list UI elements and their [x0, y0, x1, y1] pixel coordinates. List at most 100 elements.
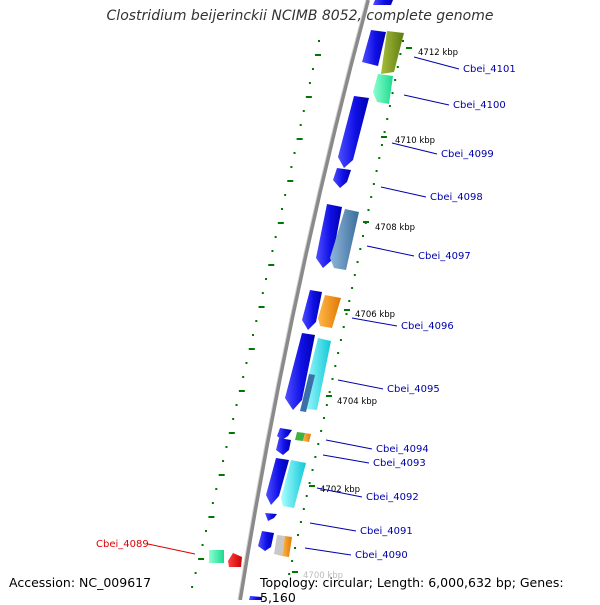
cds-arrow[interactable]	[266, 458, 289, 505]
cds-block[interactable]	[209, 550, 224, 563]
track-dot	[314, 54, 321, 56]
gene-label[interactable]: Cbei_4090	[355, 550, 408, 561]
gene-labels: Cbei_4101 Cbei_4100 Cbei_4099 Cbei_4098 Cbei…	[96, 56, 516, 561]
gene-label[interactable]: Cbei_4094	[376, 444, 429, 455]
cds-arrow[interactable]	[333, 168, 351, 188]
outer-dotted-track	[191, 40, 321, 588]
gene-label[interactable]: Cbei_4100	[453, 100, 506, 111]
coordinate-ticks: 4712 kbp 4710 kbp 4708 kbp 4706 kbp 4704 kbp…	[292, 47, 458, 581]
gene-label[interactable]: Cbei_4101	[463, 64, 516, 75]
track-dot	[308, 82, 311, 84]
track-dot	[296, 138, 303, 140]
track-dot	[242, 376, 245, 378]
cds-arrow[interactable]	[258, 531, 274, 551]
cds-arrow[interactable]	[362, 30, 386, 66]
track-dot	[191, 586, 194, 588]
cds-arrow[interactable]	[318, 295, 341, 328]
cds-arrow[interactable]	[381, 31, 404, 74]
gene-label[interactable]: Cbei_4099	[441, 149, 494, 160]
leader-line	[413, 56, 460, 70]
tick-label: 4712 kbp	[418, 48, 458, 58]
track-dot	[218, 474, 225, 476]
cds-arrow[interactable]	[281, 460, 306, 508]
cds-arrow[interactable]	[276, 438, 291, 455]
reverse-strand-genes	[274, 31, 404, 557]
gene-label[interactable]: Cbei_4097	[418, 251, 471, 262]
cds-arrow[interactable]	[302, 290, 322, 330]
track-dot	[311, 68, 314, 70]
track-dot	[328, 391, 331, 393]
cds-arrow[interactable]	[285, 333, 315, 410]
genome-backbone-highlight	[237, 0, 367, 600]
cds-arrow[interactable]	[373, 74, 393, 104]
cds-arrow[interactable]	[300, 374, 315, 412]
track-dot	[285, 586, 288, 588]
leader-line	[337, 379, 384, 390]
cds-arrow[interactable]	[330, 209, 359, 270]
track-dot	[215, 488, 218, 490]
gene-label[interactable]: Cbei_4092	[366, 492, 419, 503]
track-dot	[252, 334, 255, 336]
cds-arrow[interactable]	[265, 513, 277, 521]
track-dot	[317, 443, 320, 445]
tick-label: 4704 kbp	[337, 397, 377, 407]
track-dot	[287, 180, 294, 182]
cds-arrow[interactable]	[274, 535, 285, 556]
cds-arrow[interactable]	[373, 0, 393, 5]
track-dot	[325, 404, 328, 406]
track-dot	[318, 40, 320, 42]
track-dot	[331, 378, 334, 380]
track-dot	[353, 274, 356, 276]
track-dot	[261, 292, 264, 294]
gene-label[interactable]: Cbei_4098	[430, 192, 483, 203]
track-dot	[380, 144, 383, 146]
highlighted-gene-group	[209, 550, 242, 567]
track-dot	[308, 482, 311, 484]
track-dot	[201, 544, 204, 546]
track-dot	[284, 194, 287, 196]
cds-arrow[interactable]	[303, 433, 311, 442]
track-dot	[334, 365, 337, 367]
gene-label[interactable]: Cbei_4089	[96, 539, 149, 550]
gene-label[interactable]: Cbei_4095	[387, 384, 440, 395]
cds-arrow[interactable]	[295, 432, 305, 441]
track-dot	[245, 362, 248, 364]
track-dot	[367, 209, 370, 211]
cds-arrow[interactable]	[277, 428, 292, 440]
track-dot	[372, 183, 375, 185]
gene-label[interactable]: Cbei_4093	[373, 458, 426, 469]
track-dot	[255, 320, 258, 322]
track-dot	[194, 572, 197, 574]
leader-line	[304, 547, 352, 556]
leader-line	[325, 439, 373, 450]
track-dot	[378, 157, 381, 159]
leader-line	[147, 543, 196, 555]
track-dot	[225, 446, 228, 448]
track-dot	[204, 530, 207, 532]
track-dot	[388, 105, 391, 107]
track-dot	[314, 456, 317, 458]
track-dot	[302, 508, 305, 510]
track-dot	[222, 460, 225, 462]
track-dot	[337, 352, 340, 354]
cds-arrow[interactable]	[228, 553, 242, 567]
gene-label[interactable]: Cbei_4091	[360, 526, 413, 537]
cds-arrow[interactable]	[338, 96, 369, 168]
gene-label[interactable]: Cbei_4096	[401, 321, 454, 332]
leader-line	[351, 317, 398, 327]
track-dot	[348, 300, 351, 302]
cds-arrow[interactable]	[316, 204, 342, 268]
leader-line	[391, 142, 438, 155]
track-dot	[208, 516, 215, 518]
cds-arrow[interactable]	[249, 596, 262, 600]
forward-strand-genes	[249, 0, 393, 600]
cds-arrow[interactable]	[282, 536, 292, 557]
track-dot	[394, 79, 397, 81]
track-dot	[311, 469, 314, 471]
track-dot	[271, 250, 274, 252]
leader-line	[309, 522, 357, 532]
track-dot	[396, 66, 399, 68]
track-dot	[305, 96, 312, 98]
track-dot	[342, 326, 345, 328]
